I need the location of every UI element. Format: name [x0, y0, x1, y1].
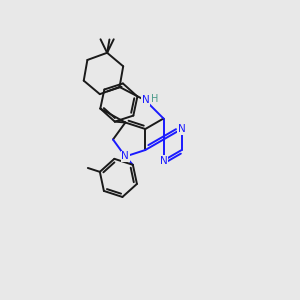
Text: N: N — [122, 152, 129, 161]
Text: N: N — [160, 155, 167, 166]
Text: N: N — [142, 95, 149, 106]
Text: H: H — [151, 94, 158, 104]
Text: N: N — [178, 124, 186, 134]
